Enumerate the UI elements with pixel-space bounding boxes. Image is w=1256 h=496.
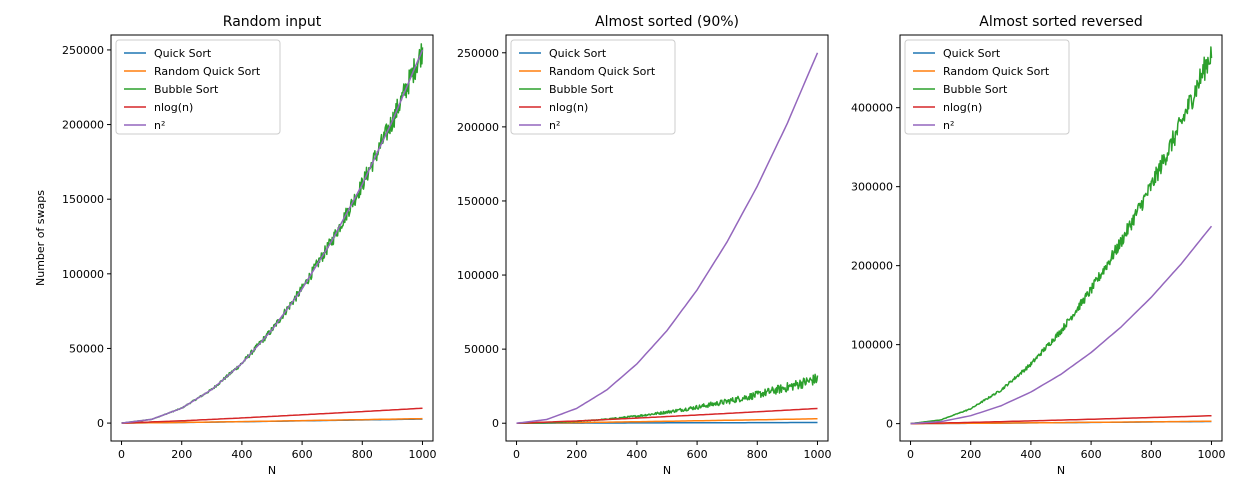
y-tick-label: 100000 bbox=[851, 339, 893, 352]
legend-label: Bubble Sort bbox=[549, 83, 614, 96]
y-tick-label: 150000 bbox=[62, 193, 104, 206]
subplot-2: Almost sorted (90%) 0 200 400 600 800 1000 0 500… bbox=[457, 14, 831, 477]
chart-title: Almost sorted (90%) bbox=[595, 14, 739, 30]
legend-box bbox=[115, 39, 281, 135]
x-tick-label: 1000 bbox=[408, 448, 436, 461]
y-tick-label: 150000 bbox=[457, 195, 499, 208]
y-tick-label: 0 bbox=[97, 417, 104, 430]
legend-label: Quick Sort bbox=[154, 47, 212, 60]
x-tick-label: 200 bbox=[960, 448, 981, 461]
legend-label: Random Quick Sort bbox=[154, 65, 261, 78]
series-line-random_quick bbox=[516, 418, 818, 424]
chart-title: Almost sorted reversed bbox=[979, 14, 1142, 30]
y-axis-label: Number of swaps bbox=[34, 190, 47, 286]
legend: Quick Sort Random Quick Sort Bubble Sort nl… bbox=[510, 39, 676, 135]
y-tick-label: 50000 bbox=[464, 343, 499, 356]
y-tick-label: 400000 bbox=[851, 102, 893, 115]
series-line-nlogn bbox=[516, 407, 818, 424]
x-tick-label: 400 bbox=[231, 448, 252, 461]
subplot-1: Random input 0 200 400 600 800 1000 0 50000 10000… bbox=[34, 14, 436, 477]
legend: Quick Sort Random Quick Sort Bubble Sort nl… bbox=[115, 39, 281, 135]
x-tick-label: 800 bbox=[747, 448, 768, 461]
legend-label: nlog(n) bbox=[943, 101, 982, 114]
x-tick-label: 800 bbox=[1141, 448, 1162, 461]
x-tick-label: 200 bbox=[171, 448, 192, 461]
legend-label: Quick Sort bbox=[943, 47, 1001, 60]
x-tick-label: 600 bbox=[1081, 448, 1102, 461]
x-tick-label: 400 bbox=[1020, 448, 1041, 461]
x-axis-label: N bbox=[663, 464, 671, 477]
x-axis-label: N bbox=[268, 464, 276, 477]
legend-label: n² bbox=[154, 119, 165, 132]
series-line-bubble bbox=[910, 46, 1213, 425]
legend-box bbox=[904, 39, 1070, 135]
plot-area bbox=[121, 43, 424, 424]
y-tick-label: 200000 bbox=[457, 121, 499, 134]
legend-label: nlog(n) bbox=[549, 101, 588, 114]
plot-area bbox=[910, 46, 1213, 425]
y-tick-label: 300000 bbox=[851, 181, 893, 194]
y-tick-label: 100000 bbox=[457, 269, 499, 282]
legend-box bbox=[510, 39, 676, 135]
y-tick-label: 250000 bbox=[62, 44, 104, 57]
y-tick-label: 250000 bbox=[457, 47, 499, 60]
x-tick-label: 0 bbox=[513, 448, 520, 461]
x-tick-label: 200 bbox=[566, 448, 587, 461]
x-tick-label: 1000 bbox=[803, 448, 831, 461]
series-line-n2 bbox=[516, 52, 819, 424]
legend-label: Random Quick Sort bbox=[943, 65, 1050, 78]
legend: Quick Sort Random Quick Sort Bubble Sort nl… bbox=[904, 39, 1070, 135]
series-line-nlogn bbox=[121, 407, 423, 424]
x-axis-label: N bbox=[1057, 464, 1065, 477]
y-tick-label: 50000 bbox=[69, 342, 104, 355]
series-line-nlogn bbox=[910, 415, 1212, 425]
x-tick-label: 0 bbox=[907, 448, 914, 461]
legend-label: Quick Sort bbox=[549, 47, 607, 60]
legend-label: Random Quick Sort bbox=[549, 65, 656, 78]
y-tick-label: 200000 bbox=[62, 119, 104, 132]
x-tick-label: 800 bbox=[352, 448, 373, 461]
y-tick-label: 0 bbox=[492, 417, 499, 430]
chart-title: Random input bbox=[223, 14, 322, 30]
legend-label: Bubble Sort bbox=[154, 83, 219, 96]
legend-label: n² bbox=[549, 119, 560, 132]
y-tick-label: 100000 bbox=[62, 268, 104, 281]
y-tick-label: 0 bbox=[886, 418, 893, 431]
x-tick-label: 0 bbox=[118, 448, 125, 461]
x-tick-label: 600 bbox=[687, 448, 708, 461]
legend-label: nlog(n) bbox=[154, 101, 193, 114]
series-line-n2 bbox=[121, 49, 424, 424]
legend-label: n² bbox=[943, 119, 954, 132]
series-line-random_quick bbox=[121, 417, 423, 424]
x-tick-label: 600 bbox=[292, 448, 313, 461]
series-line-n2 bbox=[910, 225, 1213, 425]
y-tick-label: 200000 bbox=[851, 260, 893, 273]
x-tick-label: 400 bbox=[626, 448, 647, 461]
plot-area bbox=[516, 52, 819, 424]
x-tick-label: 1000 bbox=[1197, 448, 1225, 461]
legend-label: Bubble Sort bbox=[943, 83, 1008, 96]
